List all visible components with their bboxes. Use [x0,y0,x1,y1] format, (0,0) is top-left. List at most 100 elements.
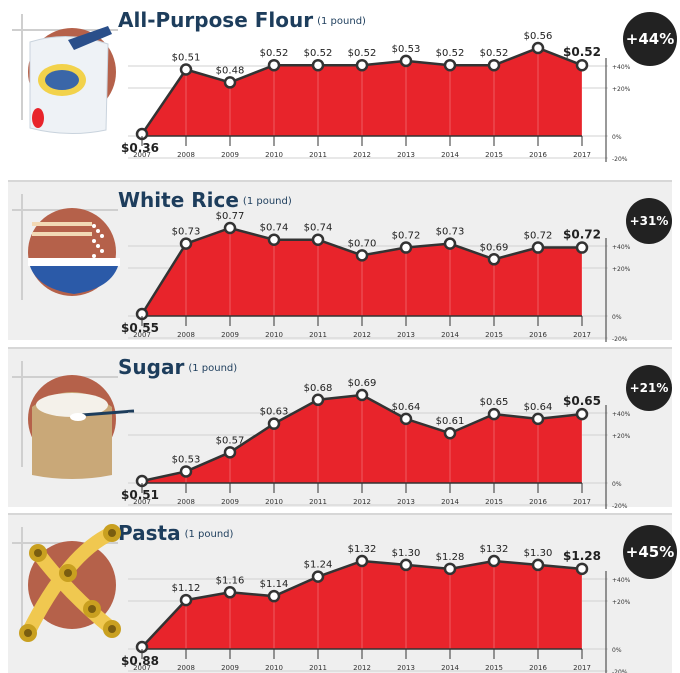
data-point [399,558,413,572]
x-tick-label: 2007 [133,498,151,506]
x-tick-label: 2011 [309,498,327,506]
data-point [355,388,369,402]
x-tick-label: 2014 [441,151,459,159]
data-point [575,58,589,72]
data-point [179,593,193,607]
chart-title-text: Sugar [118,355,185,379]
chart-panel: White Rice (1 pound) +40% +20% 0% -20% $0.55 20… [8,180,672,343]
y-tick-label: -20% [612,669,628,673]
chart-title: Sugar (1 pound) [118,355,237,379]
data-label: $0.55 [121,321,159,335]
data-point [399,54,413,68]
data-label: $0.56 [524,31,553,42]
y-tick-label: +40% [612,411,631,418]
x-tick-label: 2016 [529,331,547,339]
data-label: $0.53 [172,454,201,465]
data-point [575,241,589,254]
data-point [311,58,325,72]
x-tick-label: 2014 [441,331,459,339]
x-tick-label: 2013 [397,498,415,506]
data-label: $0.61 [436,416,465,427]
data-label: $1.28 [563,549,601,563]
area-fill [142,395,582,483]
rice-bowl-icon [12,194,120,300]
chart-svg: +40%+20%0%-20%$0.882007$1.122008$1.16200… [12,524,631,673]
data-point [399,412,413,426]
data-label: $1.28 [436,552,465,563]
chart-unit: (1 pound) [317,16,366,27]
y-tick-label: +40% [612,244,631,251]
data-point [311,570,325,583]
x-tick-label: 2015 [485,331,503,339]
x-tick-label: 2012 [353,151,371,159]
data-point [487,407,501,421]
data-point [487,58,501,72]
data-point [267,233,281,246]
change-badge: +31% [626,198,672,244]
x-tick-label: 2007 [133,151,151,159]
chart-title: White Rice (1 pound) [118,188,292,212]
x-tick-label: 2015 [485,664,503,672]
data-point [531,558,545,572]
chart-panel: Pasta (1 pound) +40% +20% 0% -20% $0.88 2007 $1.… [8,513,677,673]
data-label: $1.30 [524,548,553,559]
data-point [355,249,369,262]
data-point [267,589,281,603]
sugar-sack-icon [12,361,135,479]
x-tick-label: 2011 [309,331,327,339]
chart-title: All-Purpose Flour (1 pound) [118,8,366,32]
y-tick-label: +20% [612,86,631,93]
data-point [531,41,545,55]
data-label: $0.68 [304,383,333,394]
x-tick-label: 2012 [353,498,371,506]
data-label: $0.52 [480,48,509,59]
data-point [531,241,545,254]
data-label: $1.30 [392,548,421,559]
x-tick-label: 2010 [265,331,283,339]
data-point [443,426,457,440]
data-point [487,554,501,568]
data-label: $0.51 [172,53,201,64]
x-tick-label: 2015 [485,151,503,159]
data-label: $0.74 [260,223,289,234]
area-fill [142,561,582,649]
x-tick-label: 2011 [309,151,327,159]
data-label: $1.32 [348,544,377,555]
data-label: $1.12 [172,583,201,594]
data-label: $0.63 [260,407,289,418]
data-label: $1.32 [480,544,509,555]
x-tick-label: 2016 [529,498,547,506]
chart-title-text: Pasta [118,521,181,545]
x-tick-label: 2007 [133,664,151,672]
y-tick-label: -20% [612,156,628,163]
area-fill [142,228,582,316]
data-label: $1.16 [216,575,245,586]
change-badge: +45% [623,525,677,579]
change-badge: +44% [623,12,677,66]
data-point [443,58,457,72]
y-tick-label: 0% [612,647,622,654]
data-point [179,465,193,478]
data-point [179,237,193,250]
x-tick-label: 2010 [265,664,283,672]
data-label: $0.53 [392,44,421,55]
data-point [575,562,589,576]
chart-title-text: All-Purpose Flour [118,8,314,32]
data-point [223,76,237,89]
x-tick-label: 2008 [177,151,195,159]
data-point [311,233,325,246]
data-label: $0.72 [563,228,601,242]
y-tick-label: -20% [612,503,628,510]
data-point [575,407,589,421]
data-label: $0.48 [216,65,245,76]
x-tick-label: 2014 [441,664,459,672]
y-tick-label: +20% [612,599,631,606]
data-point [443,562,457,576]
data-label: $0.73 [436,227,465,238]
x-tick-label: 2012 [353,664,371,672]
x-tick-label: 2013 [397,664,415,672]
pasta-icon [12,524,121,642]
x-tick-label: 2008 [177,498,195,506]
